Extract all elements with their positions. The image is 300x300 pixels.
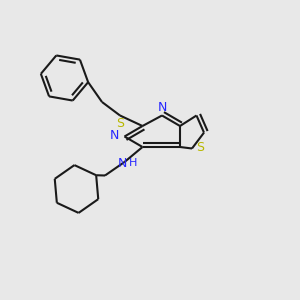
Text: S: S bbox=[117, 117, 124, 130]
Text: S: S bbox=[196, 141, 204, 154]
Text: H: H bbox=[129, 158, 138, 168]
Text: N: N bbox=[118, 157, 128, 170]
Text: N: N bbox=[110, 129, 120, 142]
Text: N: N bbox=[158, 101, 167, 114]
